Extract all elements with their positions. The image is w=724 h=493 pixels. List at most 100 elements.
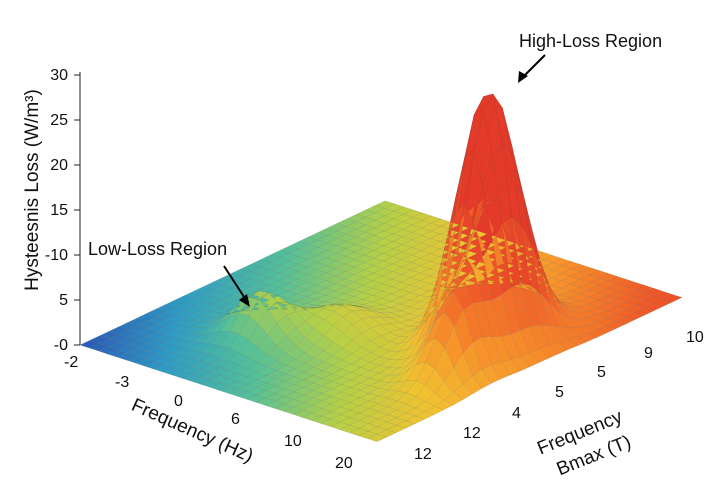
surface-cell (351, 318, 372, 334)
surface-cell (380, 300, 402, 308)
surface-cell (201, 321, 222, 335)
surface-cell (399, 306, 420, 314)
surface-cell (250, 274, 271, 283)
x-tick-label: 20 (335, 455, 353, 472)
surface-cell (548, 325, 569, 343)
surface-cell (388, 348, 409, 361)
surface-cell (172, 347, 194, 356)
surface-cell (369, 346, 390, 358)
surface-cell (274, 396, 295, 405)
surface-cell (389, 328, 410, 337)
x-tick-label: -3 (115, 374, 129, 391)
surface-cell (294, 352, 315, 364)
surface-cell (373, 245, 394, 254)
surface-cell (429, 248, 450, 257)
surface-mesh (79, 93, 683, 442)
surface-cell (501, 286, 521, 335)
surface-cell (210, 315, 231, 334)
surface-cell (79, 340, 100, 349)
surface-cell (510, 356, 530, 372)
surface-cell (605, 321, 626, 330)
surface-cell (182, 341, 203, 351)
surface-cell (415, 384, 436, 402)
z-tick-label: 15 (50, 202, 68, 219)
y-tick-label: 12 (463, 425, 481, 442)
surface-cell (595, 325, 616, 334)
surface-cell (425, 368, 445, 394)
annotation-high-loss: High-Loss Region (519, 31, 662, 51)
z-axis-title: Hysteesnis Loss (W/m³) (22, 89, 43, 291)
surface-cell (405, 407, 426, 417)
surface-cell (326, 245, 347, 254)
surface-cell (472, 301, 493, 338)
surface-cell (126, 325, 147, 334)
y-tick-label: 10 (686, 329, 704, 346)
surface-cell (402, 217, 423, 226)
surface-cell (350, 367, 371, 376)
surface-cell (362, 287, 383, 296)
surface-cell (401, 232, 423, 241)
surface-cell (406, 343, 427, 372)
surface-cell (596, 295, 617, 304)
surface-cell (500, 359, 521, 376)
annotation-arrow-low (223, 265, 247, 301)
surface-cell (400, 277, 421, 286)
surface-cell (398, 325, 420, 332)
x-axis-ticks: -2 -3 0 6 10 20 (64, 354, 353, 472)
surface-cell (472, 368, 492, 389)
surface-cell (415, 337, 436, 366)
surface-cell (320, 418, 341, 427)
x-axis-title: Frequency (Hz) (128, 395, 256, 467)
surface-cell (323, 341, 343, 356)
y-tick-label: 12 (414, 446, 432, 463)
annotation-low-loss: Low-Loss Region (88, 239, 227, 259)
surface-cell (539, 292, 559, 328)
annotation-arrow-high (521, 54, 546, 79)
surface-cell (420, 230, 441, 239)
surface-cell (354, 247, 375, 256)
surface-cell (220, 312, 241, 332)
surface-cell (276, 335, 296, 354)
surface-cell (274, 403, 295, 412)
surface-cell (278, 290, 299, 299)
surface-cell (238, 315, 259, 341)
surface-cell (367, 433, 388, 442)
surface-cell (182, 333, 203, 342)
surface-cell (401, 247, 422, 256)
z-tick-label: 30 (50, 67, 68, 84)
surface-cell (429, 263, 450, 272)
surface-cell (354, 262, 375, 271)
y-tick-label: 4 (512, 405, 521, 422)
surface-cell (434, 380, 454, 401)
surface-cell (341, 363, 362, 373)
surface-cell (576, 333, 597, 343)
surface-cell (430, 226, 451, 235)
surface-cell (541, 254, 562, 263)
surface-cell (379, 331, 400, 342)
surface-cell (381, 286, 402, 295)
surface-cell (329, 421, 351, 430)
x-tick-label: 0 (174, 393, 183, 410)
surface-cell (549, 302, 569, 329)
surface-cell (283, 406, 304, 415)
y-tick-label: 5 (597, 364, 606, 381)
surface-cell (351, 309, 372, 320)
surface-cell (162, 367, 183, 376)
annotation-arrowhead-low (239, 294, 250, 307)
surface-cell (305, 299, 327, 306)
surface-cell (88, 343, 109, 352)
surface-cell (285, 359, 306, 370)
surface-cell (302, 412, 323, 421)
surface-cell (98, 331, 119, 340)
surface-cell (325, 275, 346, 284)
surface-cell (397, 332, 418, 352)
surface-cell (407, 309, 428, 342)
annotation-arrowhead-high (518, 71, 528, 83)
surface-cell (360, 340, 381, 354)
surface-cell (321, 396, 342, 405)
surface-cell (295, 337, 315, 354)
surface-cell (278, 275, 299, 284)
surface-cell (209, 382, 230, 391)
surface-cell (202, 317, 222, 328)
surface-cell (292, 409, 313, 418)
